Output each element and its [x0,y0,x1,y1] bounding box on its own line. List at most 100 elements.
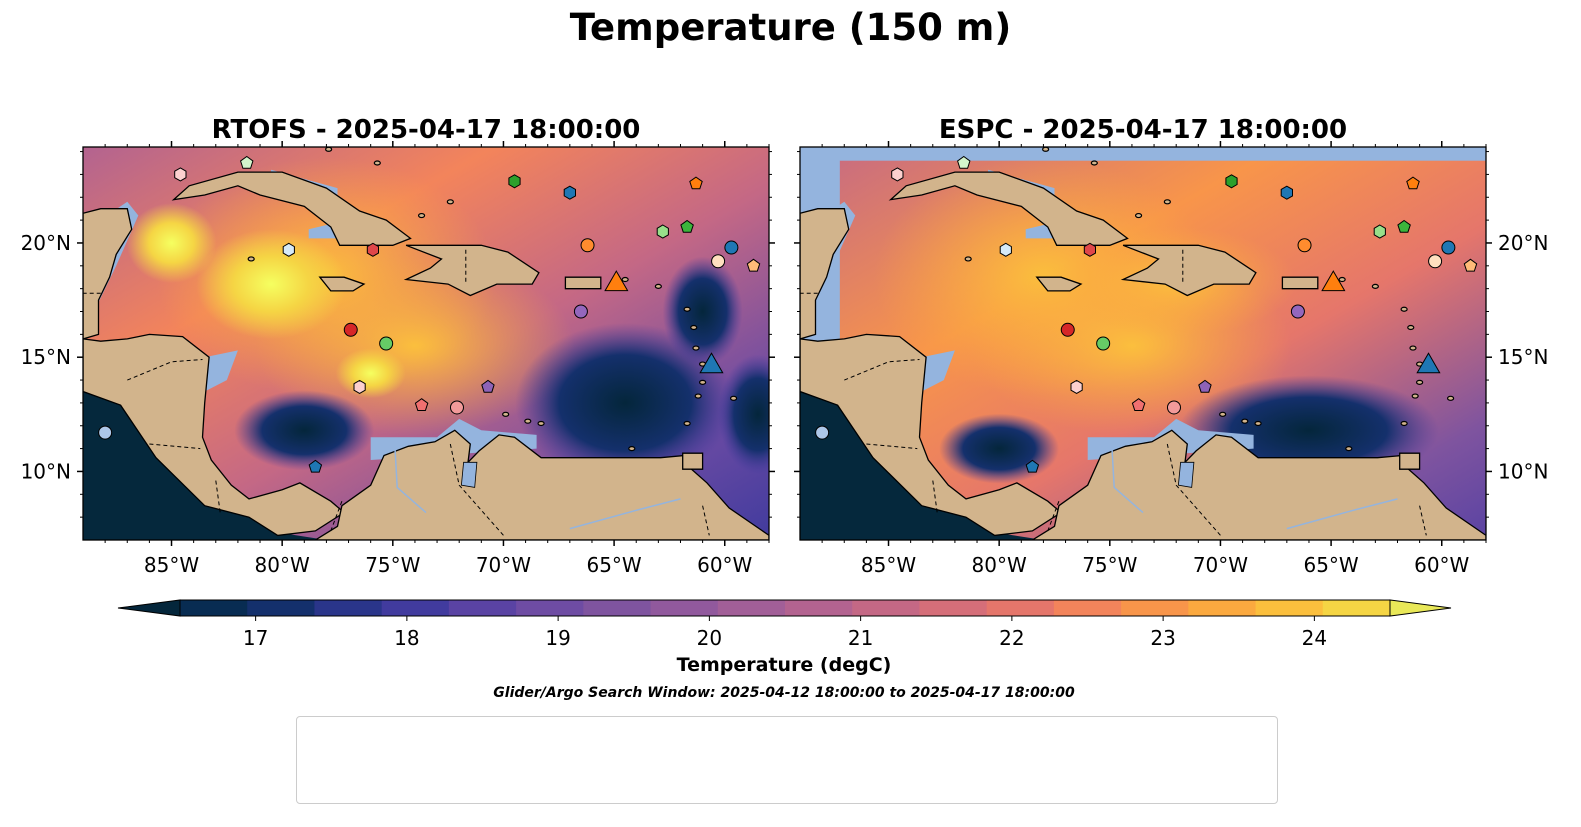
island [1134,212,1143,219]
y-tick-label: 20°N [1498,231,1548,255]
x-tick-label: 60°W [697,553,752,577]
island [621,276,629,283]
marker-4903333 [1397,219,1411,233]
island [699,379,707,385]
south-america-land [314,429,769,540]
river [569,498,681,530]
island [729,395,738,401]
island [692,345,700,351]
country-border [702,505,710,536]
central-america-land [83,333,346,537]
island [1400,420,1408,427]
colorbar-segment [650,600,719,616]
colorbar-label: Temperature (degC) [677,654,892,676]
marker-2903766 [999,242,1012,257]
marker-1902692 [815,425,830,440]
legend [296,716,1278,804]
marker-3901686 [1406,176,1420,190]
marker-5906437 [1198,379,1212,393]
marker-4903350 [379,336,394,351]
x-tick-label: 85°W [861,553,916,577]
x-tick-label: 80°W [255,553,310,577]
rtofs-panel: RTOFS - 2025-04-17 18:00:00 85°W 80°W 75°W 7… [21,115,775,577]
marker-1902313 [724,240,739,255]
island [537,420,545,427]
marker-4903768 [353,379,366,394]
island [964,256,972,262]
marker-4903274 [508,174,521,189]
marker-5906437 [481,379,495,393]
colorbar-segment [516,600,584,616]
colorbar-segment [180,600,248,616]
colorbar-segment [1322,600,1391,616]
marker-4903249 [711,254,726,269]
island [373,160,381,166]
pacific-water [800,391,1044,540]
colorbar-tick-label: 17 [243,626,268,650]
hot-region [196,229,347,340]
marker-4903354 [957,155,971,169]
marker-1902313 [1441,240,1456,255]
hispaniola-land [403,244,540,297]
colorbar-segment [919,600,988,616]
marker-4903274 [1225,174,1238,189]
colorbar-tick-label: 18 [394,626,419,650]
x-tick-label: 70°W [1193,553,1248,577]
island [417,212,426,219]
cold-region [939,413,1060,484]
marker-4903350 [1096,336,1111,351]
x-tick-label: 65°W [586,553,641,577]
marker-4903352 [1373,224,1386,239]
figure-title: Temperature (150 m) [569,6,1012,49]
colorbar-segment [583,600,652,616]
country-border [932,480,938,513]
country-border [127,359,203,381]
island [683,420,691,427]
x-tick-label: 80°W [972,553,1027,577]
marker-4903561 [1083,242,1096,257]
x-tick-label: 65°W [1303,553,1358,577]
marker-4903352 [656,224,669,239]
map-area [800,147,1486,540]
marker-4903558 [343,322,358,337]
marker-4902534 [580,238,595,253]
marker-3901686 [689,176,703,190]
mexico-land [83,208,133,340]
river [394,448,427,514]
marker-2903766 [282,242,295,257]
y-tick-label: 10°N [1498,459,1548,483]
marker-4903767 [1166,400,1181,415]
marker-4903766 [414,398,429,411]
colorbar-tick-label: 22 [999,626,1024,650]
cold-region [515,322,736,483]
island [1241,418,1249,424]
marker-4903333 [680,219,694,233]
marker-1902521 [1025,459,1040,473]
island [690,324,698,331]
shelf-area [204,350,238,392]
cold-region [662,256,743,367]
colorbar-segment [717,600,786,616]
island [1446,395,1455,401]
float-markers [815,155,1478,473]
colorbar-segment [1121,600,1189,616]
cold-region [234,390,375,471]
hot-region [126,202,217,283]
country-border [330,501,343,532]
country-border [149,443,201,450]
island [1219,411,1227,417]
island [1416,379,1424,385]
marker-4903768 [1070,379,1083,394]
country-border [215,480,221,513]
colorbar-segment [986,600,1055,616]
marker-uvi_01-20250318T2008 [1321,270,1346,292]
island [1254,420,1262,427]
island [683,306,691,312]
puerto-rico-land [1281,276,1319,290]
trinidad-land [1399,452,1421,470]
map-area [83,147,769,540]
marker-1902363 [1280,185,1293,200]
colorbar-tick-label: 21 [848,626,873,650]
island [1090,160,1098,166]
colorbar-tick-label: 23 [1150,626,1175,650]
